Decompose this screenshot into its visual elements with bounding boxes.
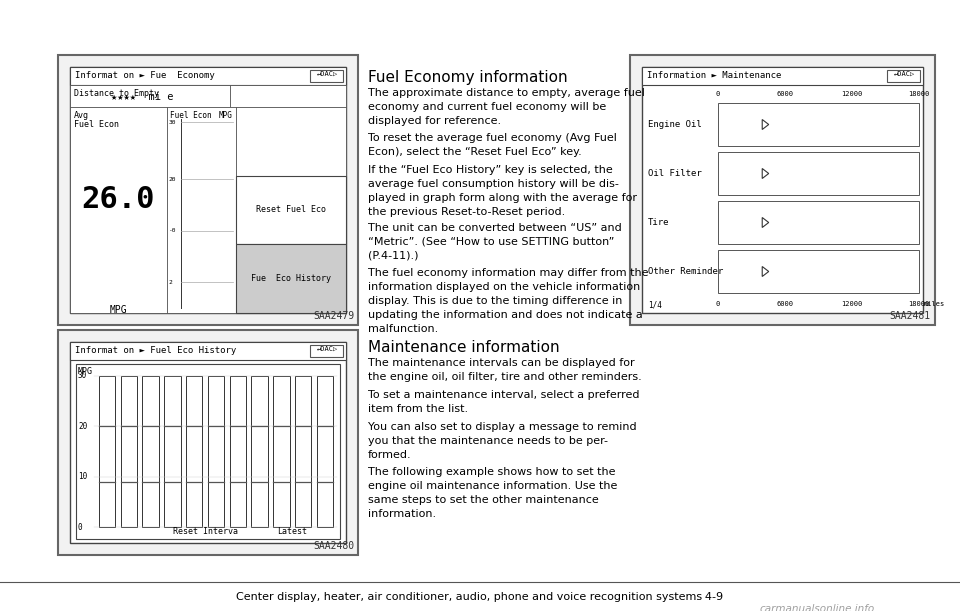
Bar	[70, 342, 346, 360]
Text: To reset the average fuel economy (Avg Fuel
Econ), select the “Reset Fuel Eco” k: To reset the average fuel economy (Avg F…	[368, 133, 617, 157]
Text: 0: 0	[716, 301, 720, 307]
Text: SAA2480: SAA2480	[313, 541, 354, 551]
Bar	[887, 70, 920, 82]
Bar	[121, 376, 137, 527]
Bar	[630, 55, 935, 325]
Text: The unit can be converted between “US” and
“Metric”. (See “How to use SETTING bu: The unit can be converted between “US” a…	[368, 223, 622, 261]
Text: MPG: MPG	[219, 111, 232, 120]
Bar	[70, 67, 346, 313]
Text: To set a maintenance interval, select a preferred
item from the list.: To set a maintenance interval, select a …	[368, 390, 639, 414]
Bar	[186, 376, 203, 527]
Text: 12000: 12000	[841, 91, 863, 97]
Text: If the “Fuel Eco History” key is selected, the
average fuel consumption history : If the “Fuel Eco History” key is selecte…	[368, 165, 637, 217]
Text: carmanualsonline.info: carmanualsonline.info	[760, 604, 876, 611]
Text: You can also set to display a message to remind
you that the maintenance needs t: You can also set to display a message to…	[368, 422, 636, 460]
Text: The maintenance intervals can be displayed for
the engine oil, oil filter, tire : The maintenance intervals can be display…	[368, 358, 641, 382]
Text: ↵DAC▷: ↵DAC▷	[317, 346, 338, 352]
Text: 0: 0	[78, 522, 83, 532]
Text: 18000: 18000	[908, 91, 929, 97]
Text: 30: 30	[169, 120, 176, 125]
Text: 10: 10	[78, 472, 87, 481]
Text: Reset Fuel Eco: Reset Fuel Eco	[255, 205, 325, 214]
Bar	[229, 376, 246, 527]
Bar	[58, 55, 358, 325]
Bar	[235, 107, 346, 176]
Text: ★★★★  mi e: ★★★★ mi e	[110, 92, 174, 102]
Bar	[310, 70, 343, 82]
Text: Fuel Economy information: Fuel Economy information	[368, 70, 567, 85]
Bar	[99, 376, 115, 527]
Text: Fue  Eco History: Fue Eco History	[251, 274, 331, 283]
Text: Avg: Avg	[74, 111, 89, 120]
Text: ↵DAC▷: ↵DAC▷	[317, 71, 338, 77]
Bar	[70, 67, 346, 85]
Text: 12000: 12000	[841, 301, 863, 307]
Bar	[235, 176, 346, 244]
Text: 20: 20	[169, 177, 176, 181]
Text: miles: miles	[924, 301, 946, 307]
Bar	[70, 107, 167, 313]
Text: Distance to Empty: Distance to Empty	[74, 89, 159, 98]
Bar	[718, 250, 919, 293]
Text: 26.0: 26.0	[82, 185, 156, 214]
Bar	[76, 364, 340, 539]
Text: Tire: Tire	[648, 218, 669, 227]
Text: 0: 0	[716, 91, 720, 97]
Text: Information ► Maintenance: Information ► Maintenance	[647, 71, 781, 80]
Text: 30: 30	[78, 371, 87, 381]
Text: Fuel Econ: Fuel Econ	[74, 120, 119, 129]
Text: Informat on ► Fue  Economy: Informat on ► Fue Economy	[75, 71, 215, 80]
Bar	[295, 376, 311, 527]
Text: Oil Filter: Oil Filter	[648, 169, 702, 178]
Text: Latest: Latest	[277, 527, 307, 536]
Bar	[58, 330, 358, 555]
Text: MPG: MPG	[78, 367, 93, 376]
Text: The approximate distance to empty, average fuel
economy and current fuel economy: The approximate distance to empty, avera…	[368, 88, 645, 126]
Bar	[235, 244, 346, 313]
Bar	[718, 152, 919, 195]
Text: MPG: MPG	[109, 305, 127, 315]
Bar	[70, 342, 346, 543]
Text: Fuel Econ: Fuel Econ	[170, 111, 211, 120]
Bar	[274, 376, 290, 527]
Bar	[167, 107, 235, 313]
Text: SAA2479: SAA2479	[313, 311, 354, 321]
Bar	[642, 67, 923, 85]
Text: SAA2481: SAA2481	[890, 311, 931, 321]
Text: 2: 2	[169, 280, 173, 285]
Polygon shape	[762, 169, 769, 178]
Polygon shape	[762, 266, 769, 277]
Polygon shape	[762, 120, 769, 130]
Text: 6000: 6000	[777, 301, 794, 307]
Text: Engine Oil: Engine Oil	[648, 120, 702, 129]
Bar	[310, 345, 343, 357]
Text: Informat on ► Fuel Eco History: Informat on ► Fuel Eco History	[75, 346, 236, 355]
Bar	[718, 201, 919, 244]
Text: 18000: 18000	[908, 301, 929, 307]
Text: 20: 20	[78, 422, 87, 431]
Text: Reset Interva: Reset Interva	[173, 527, 237, 536]
Text: ↵DAC▷: ↵DAC▷	[894, 71, 915, 77]
Bar	[642, 67, 923, 313]
Bar	[70, 85, 230, 107]
Text: Center display, heater, air conditioner, audio, phone and voice recognition syst: Center display, heater, air conditioner,…	[236, 592, 724, 602]
Bar	[317, 376, 333, 527]
Bar	[164, 376, 180, 527]
Bar	[230, 85, 346, 107]
Text: 6000: 6000	[777, 91, 794, 97]
Text: Other Reminder: Other Reminder	[648, 267, 723, 276]
Text: The following example shows how to set the
engine oil maintenance information. U: The following example shows how to set t…	[368, 467, 617, 519]
Bar	[207, 376, 225, 527]
Bar	[142, 376, 158, 527]
Text: Maintenance information: Maintenance information	[368, 340, 560, 355]
Bar	[252, 376, 268, 527]
Bar	[718, 103, 919, 146]
Text: 1/4: 1/4	[648, 301, 661, 310]
Text: -0: -0	[169, 228, 176, 233]
Text: The fuel economy information may differ from the
information displayed on the ve: The fuel economy information may differ …	[368, 268, 649, 334]
Polygon shape	[762, 218, 769, 227]
